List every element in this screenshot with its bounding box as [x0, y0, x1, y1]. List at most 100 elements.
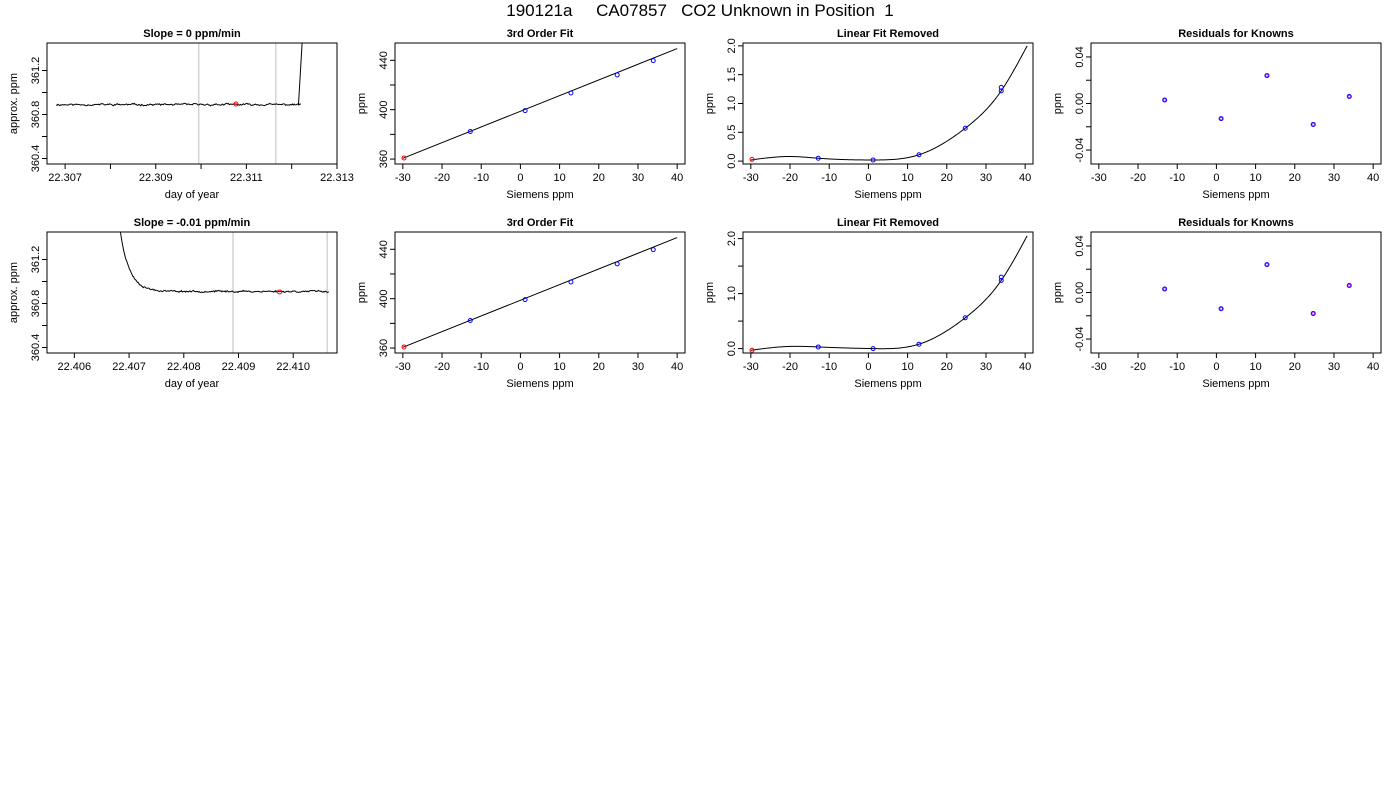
x-tick-label: -10 — [821, 172, 837, 184]
known-point — [1346, 94, 1352, 100]
known-point — [815, 344, 821, 350]
x-tick-label: 10 — [901, 172, 913, 184]
residual-point — [1265, 262, 1269, 267]
chart-slope-top: Slope = 0 ppm/min 22.307 22.309 22.311 22.31… — [8, 28, 354, 201]
known-point — [1264, 262, 1270, 268]
residual-point — [1347, 94, 1351, 99]
known-point — [962, 315, 968, 321]
x-tick-label: 22.408 — [167, 361, 201, 373]
known-point — [1162, 97, 1168, 103]
plot-frame — [46, 42, 338, 165]
known-point — [1218, 116, 1224, 122]
x-tick-label: 10 — [901, 361, 913, 373]
chart-slope-bottom: Slope = -0.01 ppm/min 22.406 22.407 22.408 2… — [8, 217, 338, 390]
unknown-point — [401, 344, 407, 350]
y-tick-label: 360 — [378, 339, 390, 357]
y-tick-label: 360.4 — [30, 334, 42, 362]
x-tick-label: -30 — [1091, 361, 1107, 373]
known-point — [467, 129, 473, 135]
x-tick-label: 40 — [671, 172, 683, 184]
x-tick-label: 10 — [1249, 172, 1261, 184]
plot-area — [749, 235, 1028, 353]
x-tick-label: 30 — [632, 361, 644, 373]
known-point — [1218, 306, 1224, 312]
x-tick-label: 20 — [1289, 361, 1301, 373]
chart-title: 3rd Order Fit — [507, 217, 574, 229]
x-tick-label: 22.409 — [222, 361, 256, 373]
x-axis-label: Siemens ppm — [506, 189, 573, 201]
plot-frame — [742, 231, 1034, 354]
y-tick-label: 2.0 — [726, 38, 738, 53]
known-point — [1346, 283, 1352, 289]
x-tick-label: -30 — [395, 361, 411, 373]
chart-3rd-order-fit-bottom: 3rd Order Fit -30 -20 -10 0 10 20 30 40 Siemens p… — [356, 217, 686, 390]
known-point — [998, 277, 1004, 283]
plot-frame — [46, 231, 338, 354]
x-tick-label: 40 — [1019, 172, 1031, 184]
x-axis-label: day of year — [165, 189, 220, 201]
y-axis-label: ppm — [1052, 93, 1064, 114]
x-tick-label: 10 — [553, 172, 565, 184]
y-axis-label: approx. ppm — [8, 262, 20, 323]
known-point — [614, 261, 620, 267]
x-tick-label: 30 — [1328, 172, 1340, 184]
y-tick-label: 1.0 — [726, 286, 738, 301]
x-tick-label: 22.406 — [58, 361, 92, 373]
y-axis-label: approx. ppm — [8, 73, 20, 134]
known-point — [916, 152, 922, 158]
x-tick-label: -30 — [395, 172, 411, 184]
chart-title: Slope = 0 ppm/min — [143, 28, 241, 40]
known-point — [1310, 121, 1316, 127]
x-tick-label: 10 — [1249, 361, 1261, 373]
plot-area — [401, 237, 678, 350]
unknown-point — [401, 155, 407, 161]
time-series-line — [55, 43, 303, 107]
y-tick-label: 0.04 — [1074, 46, 1086, 67]
x-tick-label: 0 — [865, 172, 871, 184]
known-point — [815, 155, 821, 161]
x-tick-label: 0 — [517, 361, 523, 373]
x-tick-label: 30 — [980, 172, 992, 184]
fit-curve — [750, 235, 1028, 351]
chart-title: Residuals for Knowns — [1178, 217, 1294, 229]
x-tick-label: 20 — [1289, 172, 1301, 184]
x-tick-label: 22.407 — [112, 361, 146, 373]
residual-point — [1311, 311, 1315, 316]
y-axis-label: ppm — [356, 93, 368, 114]
y-tick-label: 360.8 — [30, 290, 42, 318]
x-tick-label: 30 — [632, 172, 644, 184]
y-tick-label: 440 — [378, 51, 390, 69]
plot-area — [401, 48, 678, 161]
x-tick-label: 22.410 — [276, 361, 310, 373]
known-point — [568, 90, 574, 96]
x-tick-label: 20 — [593, 361, 605, 373]
plot-area — [1162, 73, 1352, 127]
x-tick-label: 40 — [1367, 172, 1379, 184]
x-axis-label: Siemens ppm — [854, 189, 921, 201]
x-axis-label: Siemens ppm — [506, 378, 573, 390]
y-tick-label: 0.0 — [726, 341, 738, 356]
y-tick-label: -0.04 — [1074, 137, 1086, 162]
chart-3rd-order-fit-top: 3rd Order Fit -30 -20 -10 0 10 20 30 40 Siemens p… — [356, 28, 686, 201]
chart-title: Slope = -0.01 ppm/min — [134, 217, 251, 229]
y-tick-label: 361.2 — [30, 57, 42, 85]
x-tick-label: 0 — [1213, 361, 1219, 373]
x-tick-label: 20 — [941, 361, 953, 373]
y-axis-label: ppm — [356, 282, 368, 303]
known-point — [916, 341, 922, 347]
x-tick-label: 22.313 — [320, 172, 354, 184]
y-tick-label: -0.04 — [1074, 326, 1086, 351]
plot-frame — [394, 42, 686, 165]
y-tick-label: 1.5 — [726, 67, 738, 82]
y-tick-label: 0.00 — [1074, 282, 1086, 303]
residual-point — [1347, 283, 1351, 288]
plot-area — [119, 232, 330, 353]
plot-frame — [742, 42, 1034, 165]
chart-title: Linear Fit Removed — [837, 28, 939, 40]
residual-point — [1219, 116, 1223, 121]
figure-title: 190121a CA07857 CO2 Unknown in Position … — [506, 1, 894, 20]
known-point — [568, 279, 574, 285]
known-point — [998, 84, 1004, 90]
x-tick-label: 22.309 — [139, 172, 173, 184]
x-tick-label: 0 — [865, 361, 871, 373]
